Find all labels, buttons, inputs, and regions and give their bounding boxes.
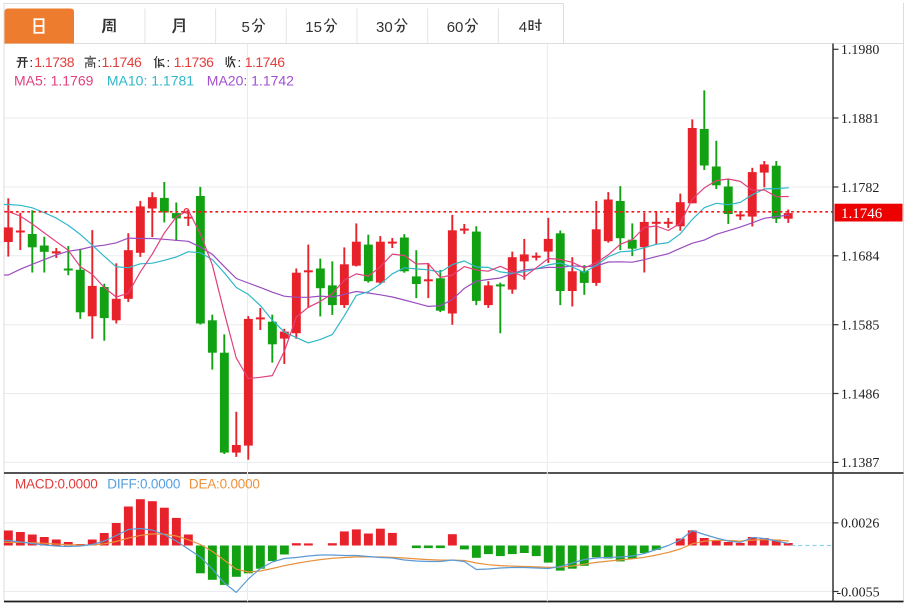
svg-text:30: 30	[376, 19, 393, 36]
svg-text:1.1585: 1.1585	[841, 319, 880, 334]
svg-text:1.1746: 1.1746	[102, 54, 143, 70]
svg-text:MACD:0.0000: MACD:0.0000	[15, 477, 98, 492]
svg-text:DIFF:0.0000: DIFF:0.0000	[107, 477, 180, 492]
svg-text:15: 15	[305, 19, 322, 36]
svg-text::: :	[30, 55, 34, 70]
svg-text:1.1782: 1.1782	[841, 181, 880, 196]
svg-text::: :	[98, 55, 102, 70]
svg-text:1.1746: 1.1746	[841, 206, 883, 222]
svg-text:-0.0055: -0.0055	[837, 585, 880, 600]
svg-text:1.1486: 1.1486	[841, 387, 880, 402]
svg-text:0.0026: 0.0026	[841, 517, 880, 532]
svg-text:1.1980: 1.1980	[841, 43, 880, 58]
svg-text:1.1881: 1.1881	[841, 112, 880, 127]
svg-text:MA10: 1.1781: MA10: 1.1781	[107, 72, 194, 88]
svg-text:1.1738: 1.1738	[34, 54, 75, 70]
svg-text:5: 5	[242, 19, 250, 36]
svg-text:60: 60	[447, 19, 464, 36]
svg-text:1.1736: 1.1736	[174, 54, 215, 70]
svg-text::: :	[167, 55, 171, 70]
svg-text:MA5: 1.1769: MA5: 1.1769	[14, 72, 94, 88]
svg-text:DEA:0.0000: DEA:0.0000	[189, 477, 260, 492]
svg-text::: :	[238, 55, 242, 70]
svg-text:1.1684: 1.1684	[841, 250, 880, 265]
svg-text:1.1746: 1.1746	[245, 54, 286, 70]
svg-text:MA20: 1.1742: MA20: 1.1742	[207, 72, 294, 88]
svg-text:1.1387: 1.1387	[841, 456, 880, 471]
svg-text:4: 4	[519, 19, 527, 36]
